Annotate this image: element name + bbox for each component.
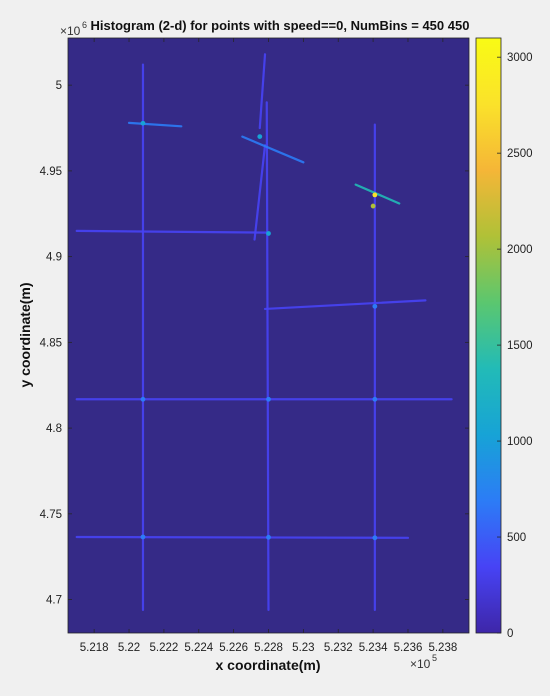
x-exponent-power: 5	[432, 653, 437, 663]
heatmap-segment-road-h3	[75, 229, 270, 234]
heatmap-hotspot	[266, 396, 271, 402]
x-tick-label: 5.224	[184, 642, 213, 654]
heatmap-hotspot	[140, 120, 146, 126]
heatmap-segment-diag-2	[241, 135, 305, 164]
x-exponent-base: ×10	[410, 657, 431, 671]
colorbar	[475, 37, 502, 634]
heatmap-segment-diag-1	[127, 121, 183, 128]
y-tick-label: 4.7	[46, 595, 62, 607]
y-exponent-power: 6	[82, 20, 87, 30]
heatmap-hotspot	[140, 534, 146, 540]
heatmap-segment-road-h2	[75, 535, 410, 539]
chart-title: Histogram (2-d) for points with speed==0…	[91, 18, 470, 33]
heatmap-marks	[75, 53, 453, 611]
heatmap-hotspot	[140, 396, 146, 402]
x-tick-label: 5.222	[150, 642, 179, 654]
y-tick-label: 4.9	[46, 252, 62, 264]
heatmap-hotspot	[372, 303, 378, 309]
colorbar-tick-label: 0	[507, 628, 513, 640]
colorbar-axis: 0 500 1000 1500 2000 2500 3000	[497, 52, 533, 640]
colorbar-tick-label: 3000	[507, 52, 533, 64]
heatmap-hotspot	[372, 396, 378, 402]
colorbar-tick-label: 500	[507, 532, 526, 544]
x-tick-label: 5.226	[219, 642, 248, 654]
y-exponent-base: ×10	[60, 24, 81, 38]
heatmap-segment-road-v2-branch	[253, 144, 267, 241]
heatmap-segment-diag-3	[354, 183, 401, 205]
y-tick-label: 4.95	[40, 166, 62, 178]
x-tick-label: 5.234	[359, 642, 388, 654]
x-axis-label: x coordinate(m)	[215, 657, 320, 673]
x-tick-label: 5.22	[118, 642, 140, 654]
x-tick-label: 5.228	[254, 642, 283, 654]
x-tick-label: 5.238	[428, 642, 457, 654]
x-tick-label: 5.232	[324, 642, 353, 654]
y-tick-label: 4.75	[40, 509, 62, 521]
x-tick-label: 5.236	[394, 642, 423, 654]
x-tick-label: 5.218	[80, 642, 109, 654]
y-axis-label: y coordinate(m)	[17, 282, 33, 387]
heatmap-segment-road-h4	[263, 299, 427, 311]
heatmap-segment-road-v2	[265, 101, 270, 611]
heatmap-segment-road-v2-upper	[258, 53, 267, 130]
y-tick-label: 5	[56, 80, 62, 92]
colorbar-tick-label: 2000	[507, 244, 533, 256]
y-tick-label: 4.8	[46, 423, 62, 435]
heatmap-hotspot	[266, 231, 271, 236]
heatmap-hotspot	[370, 203, 376, 209]
colorbar-tick-label: 1000	[507, 436, 533, 448]
heatmap-hotspot	[372, 535, 378, 541]
colorbar-tick-label: 1500	[507, 340, 533, 352]
y-axis: 4.7 4.75 4.8 4.85 4.9 4.95 5	[40, 80, 469, 607]
colorbar-tick-label: 2500	[507, 148, 533, 160]
heatmap-hotspot	[266, 534, 271, 540]
x-tick-label: 5.23	[292, 642, 314, 654]
x-axis: 5.218 5.22 5.222 5.224 5.226 5.228 5.23 5.232 5.…	[80, 38, 457, 654]
y-tick-label: 4.85	[40, 337, 62, 349]
heatmap-hotspot	[257, 134, 263, 139]
heatmap-hotspot	[372, 192, 378, 198]
